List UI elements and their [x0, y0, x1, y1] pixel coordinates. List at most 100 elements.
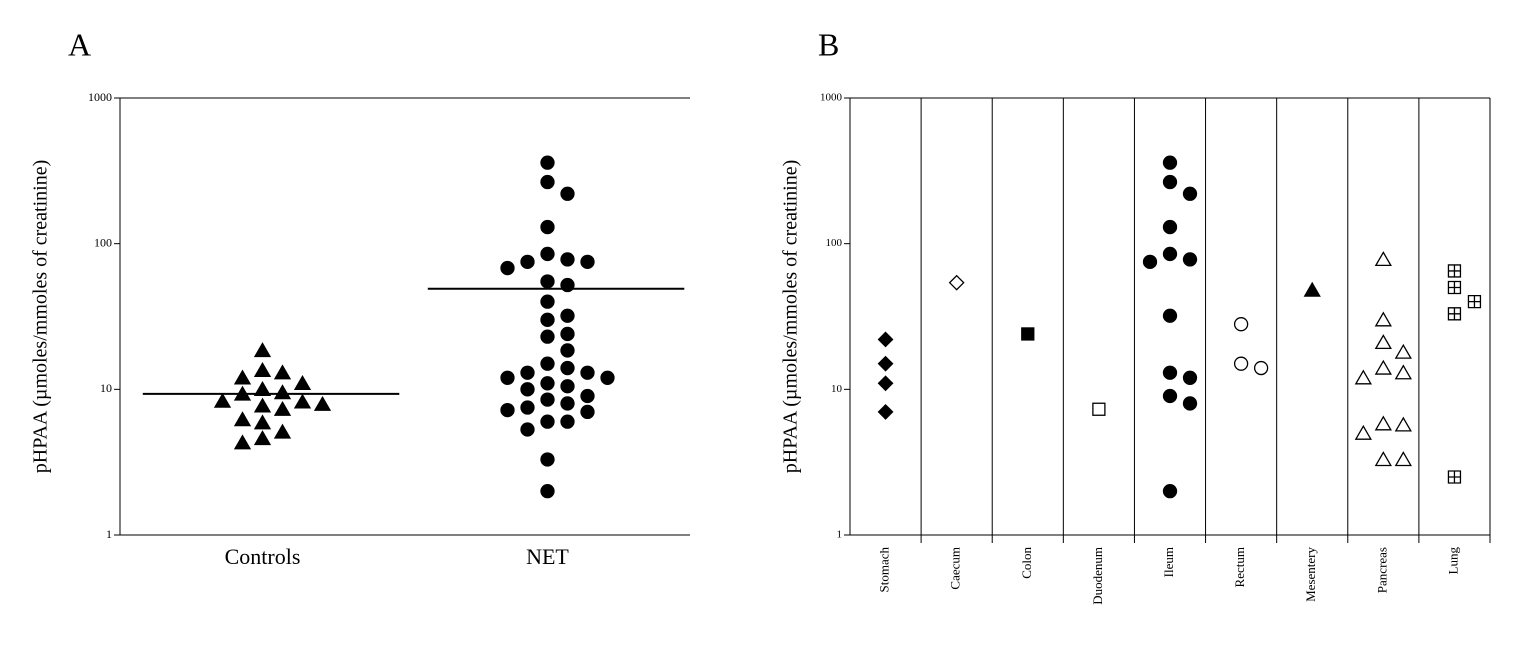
- point: [1142, 254, 1158, 270]
- point: [500, 370, 515, 385]
- point: [540, 483, 555, 499]
- point: [1394, 416, 1412, 432]
- y-tick-label: 10: [100, 381, 112, 395]
- point: [540, 274, 555, 289]
- point: [233, 434, 252, 450]
- point: [600, 370, 615, 385]
- x-tick-label: Duodenum: [1090, 547, 1105, 605]
- point: [500, 402, 515, 418]
- point: [520, 422, 535, 437]
- x-tick-label: Mesentery: [1303, 547, 1318, 602]
- point: [540, 294, 555, 309]
- point: [253, 342, 272, 358]
- point: [1447, 470, 1462, 484]
- point: [540, 219, 555, 235]
- point: [273, 384, 292, 400]
- point: [1092, 402, 1106, 416]
- point: [293, 375, 312, 390]
- point: [580, 365, 595, 380]
- point: [253, 430, 272, 446]
- point: [1182, 396, 1198, 411]
- y-axis-label: pHPAA (µmoles/mmoles of creatinine): [30, 160, 52, 474]
- point: [1467, 294, 1482, 309]
- point: [540, 174, 555, 190]
- point: [1354, 424, 1372, 440]
- x-tick-label: Ileum: [1161, 547, 1176, 577]
- point: [877, 355, 894, 372]
- point: [1253, 360, 1269, 376]
- point: [1374, 415, 1392, 431]
- panel-label: A: [68, 26, 91, 62]
- point: [948, 274, 965, 291]
- point: [1374, 451, 1392, 467]
- point: [1354, 369, 1372, 385]
- x-tick-label: Colon: [1019, 547, 1034, 579]
- point: [520, 365, 535, 380]
- y-tick-label: 1000: [88, 90, 112, 104]
- point: [520, 400, 535, 415]
- point: [1394, 364, 1412, 380]
- point: [877, 331, 894, 348]
- point: [580, 388, 595, 404]
- point: [273, 364, 292, 380]
- point: [1182, 252, 1198, 267]
- point: [1303, 281, 1321, 297]
- point: [560, 308, 575, 323]
- point: [273, 400, 292, 416]
- point: [293, 393, 312, 409]
- point: [1374, 359, 1392, 375]
- point: [540, 414, 555, 429]
- point: [273, 423, 292, 439]
- point: [1394, 343, 1412, 359]
- point: [580, 254, 595, 270]
- point: [253, 362, 272, 377]
- point: [877, 375, 894, 392]
- point: [1374, 334, 1392, 350]
- point: [560, 414, 575, 429]
- point: [500, 260, 515, 276]
- point: [1162, 388, 1178, 404]
- point: [1233, 356, 1249, 371]
- point: [540, 452, 555, 467]
- x-tick-label: NET: [526, 544, 569, 569]
- x-tick-label: Controls: [225, 544, 301, 569]
- point: [540, 356, 555, 371]
- x-tick-label: Lung: [1445, 547, 1460, 575]
- point: [1162, 246, 1178, 262]
- point: [1021, 327, 1035, 341]
- x-tick-label: Stomach: [877, 547, 892, 593]
- point: [253, 414, 272, 430]
- point: [1162, 365, 1178, 380]
- point: [313, 395, 332, 411]
- point: [1162, 174, 1178, 190]
- point: [253, 381, 272, 396]
- point: [1233, 317, 1249, 332]
- x-tick-label: Pancreas: [1374, 547, 1389, 593]
- point: [540, 392, 555, 407]
- y-tick-label: 10: [831, 383, 843, 395]
- y-axis-label: pHPAA (µmoles/mmoles of creatinine): [780, 160, 802, 474]
- x-tick-label: Rectum: [1232, 547, 1247, 587]
- point: [560, 343, 575, 358]
- point: [1447, 264, 1462, 278]
- point: [213, 392, 232, 408]
- point: [1182, 186, 1198, 201]
- point: [877, 403, 894, 420]
- point: [1162, 308, 1178, 323]
- point: [540, 155, 555, 170]
- y-tick-label: 100: [826, 237, 843, 249]
- point: [540, 312, 555, 327]
- point: [540, 246, 555, 262]
- point: [1162, 155, 1178, 170]
- panel-label: B: [818, 26, 839, 62]
- point: [1182, 370, 1198, 385]
- point: [560, 186, 575, 201]
- point: [580, 404, 595, 420]
- point: [560, 360, 575, 376]
- point: [1447, 280, 1462, 295]
- point: [1162, 219, 1178, 235]
- x-tick-label: Caecum: [948, 547, 963, 590]
- point: [560, 396, 575, 411]
